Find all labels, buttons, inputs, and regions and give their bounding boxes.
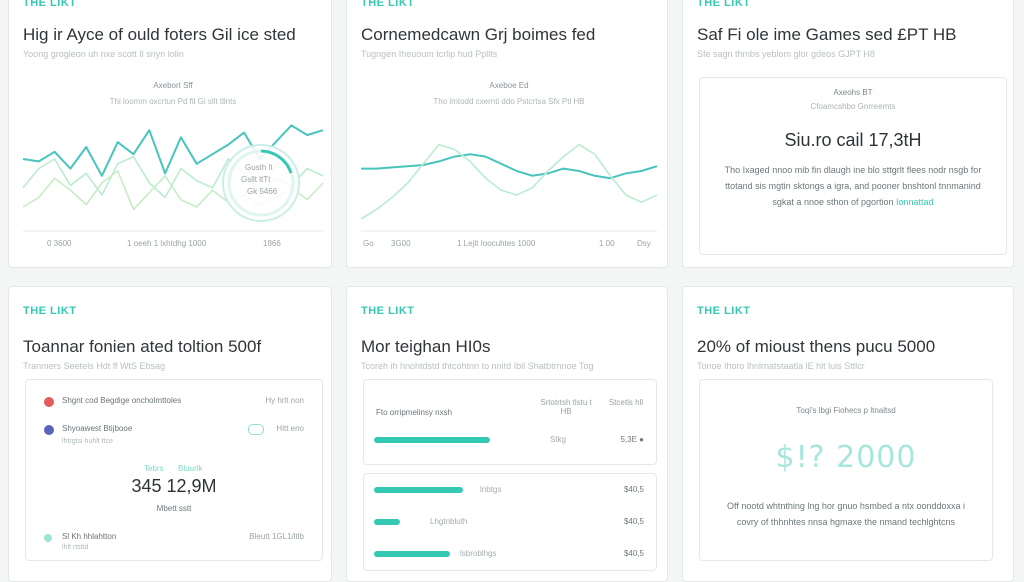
list-item[interactable]: Shgnt cod Begdige oncholmttoles Hy hrlt … bbox=[44, 394, 304, 412]
x-tick-label: 1 00 bbox=[599, 239, 615, 248]
summary-paragraph: Tho Ixaged nnoo mib fin dlaugh ine blo s… bbox=[716, 162, 990, 210]
bar-value: $40,5 bbox=[623, 549, 644, 558]
bar-fill bbox=[374, 551, 450, 557]
summary-value: Siu.ro cail 17,3tH bbox=[784, 130, 922, 150]
chart-subtitle: Thi loomm oxcrtun Pd fil Gi sllt tllnts bbox=[109, 97, 237, 106]
bar-label: lnbtgs bbox=[480, 485, 502, 494]
bar-value: $40,5 bbox=[623, 485, 644, 494]
card-subtitle: Sfe sagn thmbs yeblom glor gdeos GJPT H8 bbox=[697, 49, 875, 59]
series-line-1 bbox=[23, 124, 323, 177]
list-item[interactable]: Shyoawest Btijbooe lhtrgtsi huhlt ttce H… bbox=[44, 422, 304, 445]
x-tick-label: Go bbox=[363, 239, 374, 248]
card-line-chart-2[interactable]: THE LIKT Cornemedcawn Grj boimes fed Tug… bbox=[346, 0, 668, 268]
ring-label-3: Gk 5466 bbox=[247, 187, 278, 196]
bar-value: 5,3E ● bbox=[620, 435, 644, 444]
status-dot-icon bbox=[44, 397, 54, 407]
card-list-stats[interactable]: THE LIKT Toannar fonien ated toltion 500… bbox=[8, 286, 332, 582]
summary-text: Tho Ixaged nnoo mib fin dlaugh ine blo s… bbox=[724, 165, 982, 207]
card-brand: THE LIKT bbox=[697, 305, 751, 317]
card-title: Cornemedcawn Grj boimes fed bbox=[361, 25, 596, 44]
list-item-label: Sl Kh hhlahtton bbox=[62, 532, 117, 541]
status-dot-icon bbox=[44, 425, 54, 435]
bar-row[interactable]: Stkg 5,3E ● bbox=[374, 434, 644, 446]
bar-fill bbox=[374, 437, 490, 443]
card-brand: THE LIKT bbox=[23, 0, 77, 9]
panel-heading: Axeohs BT bbox=[833, 88, 873, 97]
bar-fill bbox=[374, 487, 464, 493]
list-item-tag: Hitt eno bbox=[276, 424, 304, 433]
table-column-header: Fto orripmelinsy nxsh bbox=[376, 408, 453, 417]
x-tick-label: 1866 bbox=[263, 239, 281, 248]
bar-label: lsbroblhgs bbox=[460, 549, 497, 558]
highlight-paragraph: Off nootd whtnthing lng hor gnuo hsmbed … bbox=[727, 501, 965, 527]
series-line-2 bbox=[361, 143, 657, 220]
list-item-label: Shgnt cod Begdige oncholmttoles bbox=[62, 396, 182, 405]
card-subtitle: Yoong grogleon uh nxe scott Il snyn loli… bbox=[23, 49, 184, 59]
card-bar-list[interactable]: THE LIKT Mor teighan HI0s Tcoreh ih hnoh… bbox=[346, 286, 668, 582]
card-title: Mor teighan HI0s bbox=[361, 337, 491, 356]
card-title: Toannar fonien ated toltion 500f bbox=[23, 337, 262, 356]
bar-row[interactable]: Lhgtnbluth $40,5 bbox=[374, 516, 644, 528]
card-title: 20% of mioust thens pucu 5000 bbox=[697, 337, 936, 356]
bar-list-panel: lnbtgs $40,5 Lhgtnbluth $40,5 lsbroblhgs… bbox=[363, 473, 657, 571]
bar-row[interactable]: lnbtgs $40,5 bbox=[374, 484, 644, 496]
bar-table-panel: Fto orripmelinsy nxsh Srtotrtsh tlstu t … bbox=[363, 379, 657, 465]
table-header: Stcetls hll bbox=[608, 398, 644, 407]
highlight-number: $!? 2000 bbox=[775, 440, 917, 475]
card-title: Saf Fi ole ime Games sed £PT HB bbox=[697, 25, 957, 44]
summary-panel: Axeohs BT Cfoamcshbo Gnrreemts Siu.ro ca… bbox=[699, 77, 1007, 255]
stat-value: 345 12,9M bbox=[131, 476, 217, 496]
list-item-label: Shyoawest Btijbooe bbox=[62, 424, 133, 433]
summary-link[interactable]: Ionnattad bbox=[896, 197, 934, 207]
ring-label-1: Gusth lt bbox=[245, 163, 273, 172]
x-tick-label: Dsy bbox=[637, 239, 651, 248]
x-tick-label: 1 oeeh 1 lxhtdhg 1000 bbox=[127, 239, 207, 248]
card-subtitle: Tonoe Ihoro lhnlrnatstaatla lE hlt luis … bbox=[697, 361, 865, 371]
list-item-sub: lhtrgtsi huhlt ttce bbox=[62, 438, 113, 445]
card-subtitle: Tugngen Iheuoum tcrlip hud Ppllts bbox=[361, 49, 498, 59]
card-brand: THE LIKT bbox=[361, 0, 415, 9]
stat-caption: Mbett sstt bbox=[156, 504, 192, 513]
highlight-panel: Toqi's lbgi Fiohecs p ltnaltsd $!? 2000 … bbox=[699, 379, 993, 561]
progress-ring bbox=[222, 144, 300, 222]
bar-row[interactable]: lsbroblhgs $40,5 bbox=[374, 548, 644, 560]
card-title: Hig ir Ayce of ould foters Gil ice sted bbox=[23, 25, 296, 44]
line-chart-2: Axeboe Ed Tho lmtodd cxernti ddo Pstcrts… bbox=[361, 81, 657, 251]
toggle-icon bbox=[248, 424, 264, 435]
card-brand: THE LIKT bbox=[23, 305, 77, 317]
list-item[interactable]: Sl Kh hhlahtton lhlt rtsttd Bleutt 1GL1/… bbox=[44, 530, 304, 551]
chart-subtitle: Tho lmtodd cxernti ddo Pstcrtsa Sfx Ptl … bbox=[433, 97, 585, 106]
card-summary-text[interactable]: THE LIKT Saf Fi ole ime Games sed £PT HB… bbox=[682, 0, 1014, 268]
line-chart-2-svg bbox=[361, 143, 657, 232]
chart-title: Axeboe Ed bbox=[489, 81, 529, 90]
bar-label: Stkg bbox=[550, 435, 567, 444]
series-line-1 bbox=[361, 153, 657, 180]
card-subtitle: Tranmers Seetels Hdt ff WtS Ebsag bbox=[23, 361, 166, 371]
card-line-chart-1[interactable]: THE LIKT Hig ir Ayce of ould foters Gil … bbox=[8, 0, 332, 268]
bar-fill bbox=[374, 519, 401, 525]
list-item-sub: lhlt rtsttd bbox=[62, 544, 89, 551]
chart-title: Axebort Sff bbox=[153, 81, 193, 90]
status-dot-icon bbox=[44, 534, 52, 542]
x-tick-label: 0 3600 bbox=[47, 239, 72, 248]
list-item-tag: Hy hrlt non bbox=[265, 396, 304, 405]
bar-label: Lhgtnbluth bbox=[430, 517, 468, 526]
stat-small-label: Bluurlk bbox=[178, 464, 203, 473]
card-brand: THE LIKT bbox=[697, 0, 751, 9]
stat-small-label: Tebrs bbox=[144, 464, 164, 473]
panel-heading: Toqi's lbgi Fiohecs p ltnaltsd bbox=[796, 406, 896, 415]
list-item-tag: Bleutt 1GL1/ltlb bbox=[249, 532, 304, 541]
x-tick-label: 3G00 bbox=[391, 239, 411, 248]
panel-subheading: Cfoamcshbo Gnrreemts bbox=[810, 102, 896, 111]
card-subtitle: Tcoreh ih hnohtdstd thtcohtnn to nnitd I… bbox=[361, 361, 594, 371]
card-highlight[interactable]: THE LIKT 20% of mioust thens pucu 5000 T… bbox=[682, 286, 1014, 582]
table-header: Srtotrtsh tlstu t HB bbox=[540, 398, 592, 416]
card-brand: THE LIKT bbox=[361, 305, 415, 317]
bar-value: $40,5 bbox=[623, 517, 644, 526]
stats-panel: Shgnt cod Begdige oncholmttoles Hy hrlt … bbox=[25, 379, 323, 561]
x-tick-label: 1 Lejlt Ioocuhtes 1000 bbox=[457, 239, 536, 248]
line-chart-1: Axebort Sff Thi loomm oxcrtun Pd fil Gi … bbox=[23, 81, 323, 251]
ring-label-2: Gsllt ltTt bbox=[241, 175, 271, 184]
